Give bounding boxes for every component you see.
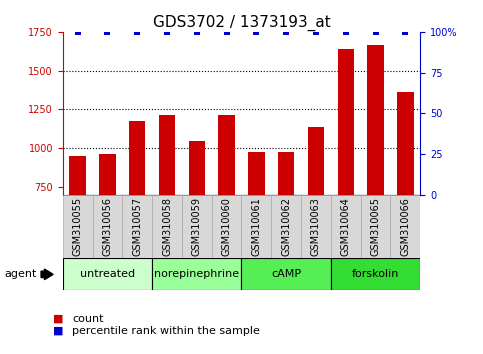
Text: GSM310063: GSM310063: [311, 197, 321, 256]
Bar: [361, 195, 390, 258]
Text: GSM310061: GSM310061: [251, 197, 261, 256]
Text: agent: agent: [5, 269, 37, 279]
Bar: [63, 258, 152, 290]
Bar: [99, 154, 115, 195]
Bar: [152, 195, 182, 258]
Text: GSM310065: GSM310065: [370, 197, 381, 256]
Text: GSM310055: GSM310055: [72, 197, 83, 256]
Bar: [308, 127, 324, 195]
Point: [193, 29, 201, 35]
Point: [253, 29, 260, 35]
Text: norepinephrine: norepinephrine: [154, 269, 240, 279]
Bar: [129, 121, 145, 195]
Bar: [242, 195, 271, 258]
Bar: [182, 195, 212, 258]
Text: GSM310056: GSM310056: [102, 197, 113, 256]
Text: cAMP: cAMP: [271, 269, 301, 279]
Bar: [338, 49, 354, 195]
Bar: [242, 258, 331, 290]
Bar: [397, 92, 413, 195]
Text: untreated: untreated: [80, 269, 135, 279]
Point: [163, 29, 171, 35]
Bar: [278, 152, 294, 195]
Bar: [70, 156, 86, 195]
Point: [282, 29, 290, 35]
Point: [401, 29, 409, 35]
Bar: [331, 195, 361, 258]
Text: ■: ■: [53, 326, 64, 336]
Text: GSM310057: GSM310057: [132, 197, 142, 256]
Title: GDS3702 / 1373193_at: GDS3702 / 1373193_at: [153, 14, 330, 30]
Text: forskolin: forskolin: [352, 269, 399, 279]
Text: GSM310066: GSM310066: [400, 197, 411, 256]
Bar: [218, 115, 235, 195]
Point: [74, 29, 82, 35]
Text: GSM310062: GSM310062: [281, 197, 291, 256]
Point: [312, 29, 320, 35]
Bar: [63, 195, 93, 258]
Text: ■: ■: [53, 314, 64, 324]
Bar: [368, 45, 384, 195]
Text: GSM310060: GSM310060: [222, 197, 232, 256]
Bar: [152, 258, 242, 290]
Bar: [122, 195, 152, 258]
Bar: [212, 195, 242, 258]
Bar: [248, 152, 265, 195]
Point: [133, 29, 141, 35]
Text: GSM310058: GSM310058: [162, 197, 172, 256]
Bar: [271, 195, 301, 258]
Bar: [93, 195, 122, 258]
Bar: [301, 195, 331, 258]
Text: GSM310059: GSM310059: [192, 197, 202, 256]
Bar: [189, 141, 205, 195]
Bar: [159, 115, 175, 195]
Text: percentile rank within the sample: percentile rank within the sample: [72, 326, 260, 336]
Bar: [331, 258, 420, 290]
Bar: [390, 195, 420, 258]
Text: GSM310064: GSM310064: [341, 197, 351, 256]
Point: [372, 29, 380, 35]
Point: [104, 29, 112, 35]
Text: count: count: [72, 314, 104, 324]
Point: [223, 29, 230, 35]
Point: [342, 29, 350, 35]
